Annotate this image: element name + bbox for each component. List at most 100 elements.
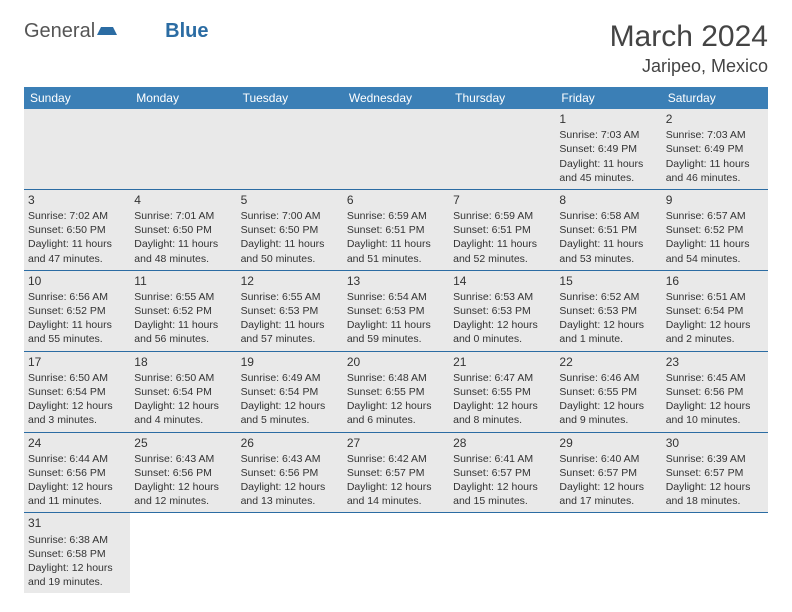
calendar-cell: 1Sunrise: 7:03 AMSunset: 6:49 PMDaylight… [555, 109, 661, 189]
calendar-cell: 28Sunrise: 6:41 AMSunset: 6:57 PMDayligh… [449, 432, 555, 513]
calendar-cell: 3Sunrise: 7:02 AMSunset: 6:50 PMDaylight… [24, 189, 130, 270]
daylight-text: Daylight: 11 hours and 53 minutes. [559, 237, 657, 265]
day-number: 30 [666, 435, 764, 451]
sunset-text: Sunset: 6:50 PM [134, 223, 232, 237]
daylight-text: Daylight: 12 hours and 10 minutes. [666, 399, 764, 427]
sunset-text: Sunset: 6:57 PM [347, 466, 445, 480]
sunset-text: Sunset: 6:53 PM [241, 304, 339, 318]
sunrise-text: Sunrise: 6:57 AM [666, 209, 764, 223]
sunset-text: Sunset: 6:49 PM [666, 142, 764, 156]
sunset-text: Sunset: 6:51 PM [453, 223, 551, 237]
sunrise-text: Sunrise: 6:54 AM [347, 290, 445, 304]
sunrise-text: Sunrise: 6:42 AM [347, 452, 445, 466]
sunset-text: Sunset: 6:53 PM [347, 304, 445, 318]
calendar-cell: 26Sunrise: 6:43 AMSunset: 6:56 PMDayligh… [237, 432, 343, 513]
daylight-text: Daylight: 11 hours and 51 minutes. [347, 237, 445, 265]
calendar-cell: 10Sunrise: 6:56 AMSunset: 6:52 PMDayligh… [24, 270, 130, 351]
sunrise-text: Sunrise: 6:39 AM [666, 452, 764, 466]
sunset-text: Sunset: 6:52 PM [666, 223, 764, 237]
sunset-text: Sunset: 6:58 PM [28, 547, 126, 561]
daylight-text: Daylight: 11 hours and 55 minutes. [28, 318, 126, 346]
sunrise-text: Sunrise: 6:43 AM [241, 452, 339, 466]
calendar-cell [343, 513, 449, 593]
daylight-text: Daylight: 11 hours and 52 minutes. [453, 237, 551, 265]
day-number: 19 [241, 354, 339, 370]
weekday-header-row: SundayMondayTuesdayWednesdayThursdayFrid… [24, 87, 768, 109]
sunrise-text: Sunrise: 6:38 AM [28, 533, 126, 547]
day-number: 20 [347, 354, 445, 370]
daylight-text: Daylight: 12 hours and 14 minutes. [347, 480, 445, 508]
sunset-text: Sunset: 6:54 PM [134, 385, 232, 399]
brand-logo: General Blue [24, 20, 209, 43]
calendar-table: SundayMondayTuesdayWednesdayThursdayFrid… [24, 87, 768, 593]
weekday-header: Friday [555, 87, 661, 109]
sunset-text: Sunset: 6:50 PM [241, 223, 339, 237]
brand-part2: Blue [165, 20, 208, 43]
sunset-text: Sunset: 6:55 PM [453, 385, 551, 399]
day-number: 3 [28, 192, 126, 208]
sunrise-text: Sunrise: 6:59 AM [453, 209, 551, 223]
day-number: 29 [559, 435, 657, 451]
day-number: 26 [241, 435, 339, 451]
sunrise-text: Sunrise: 6:48 AM [347, 371, 445, 385]
calendar-cell: 2Sunrise: 7:03 AMSunset: 6:49 PMDaylight… [662, 109, 768, 189]
day-number: 17 [28, 354, 126, 370]
day-number: 31 [28, 515, 126, 531]
day-number: 11 [134, 273, 232, 289]
daylight-text: Daylight: 12 hours and 3 minutes. [28, 399, 126, 427]
calendar-cell [24, 109, 130, 189]
calendar-week: 3Sunrise: 7:02 AMSunset: 6:50 PMDaylight… [24, 189, 768, 270]
day-number: 9 [666, 192, 764, 208]
daylight-text: Daylight: 12 hours and 9 minutes. [559, 399, 657, 427]
calendar-cell [662, 513, 768, 593]
sunrise-text: Sunrise: 6:55 AM [134, 290, 232, 304]
daylight-text: Daylight: 11 hours and 50 minutes. [241, 237, 339, 265]
daylight-text: Daylight: 12 hours and 13 minutes. [241, 480, 339, 508]
sunrise-text: Sunrise: 7:02 AM [28, 209, 126, 223]
day-number: 22 [559, 354, 657, 370]
sunrise-text: Sunrise: 7:03 AM [559, 128, 657, 142]
sunset-text: Sunset: 6:49 PM [559, 142, 657, 156]
calendar-cell [130, 513, 236, 593]
daylight-text: Daylight: 12 hours and 15 minutes. [453, 480, 551, 508]
daylight-text: Daylight: 11 hours and 48 minutes. [134, 237, 232, 265]
day-number: 28 [453, 435, 551, 451]
sunset-text: Sunset: 6:51 PM [347, 223, 445, 237]
calendar-cell: 24Sunrise: 6:44 AMSunset: 6:56 PMDayligh… [24, 432, 130, 513]
sunset-text: Sunset: 6:57 PM [559, 466, 657, 480]
header: General Blue March 2024 Jaripeo, Mexico [24, 20, 768, 77]
calendar-cell: 12Sunrise: 6:55 AMSunset: 6:53 PMDayligh… [237, 270, 343, 351]
daylight-text: Daylight: 12 hours and 8 minutes. [453, 399, 551, 427]
sunrise-text: Sunrise: 6:56 AM [28, 290, 126, 304]
calendar-cell: 23Sunrise: 6:45 AMSunset: 6:56 PMDayligh… [662, 351, 768, 432]
sunrise-text: Sunrise: 7:00 AM [241, 209, 339, 223]
sunset-text: Sunset: 6:50 PM [28, 223, 126, 237]
location: Jaripeo, Mexico [610, 56, 768, 77]
calendar-cell: 11Sunrise: 6:55 AMSunset: 6:52 PMDayligh… [130, 270, 236, 351]
sunset-text: Sunset: 6:52 PM [134, 304, 232, 318]
brand-part1: General [24, 20, 95, 43]
sunset-text: Sunset: 6:56 PM [666, 385, 764, 399]
daylight-text: Daylight: 11 hours and 57 minutes. [241, 318, 339, 346]
day-number: 10 [28, 273, 126, 289]
weekday-header: Monday [130, 87, 236, 109]
day-number: 1 [559, 111, 657, 127]
sunrise-text: Sunrise: 6:59 AM [347, 209, 445, 223]
calendar-week: 10Sunrise: 6:56 AMSunset: 6:52 PMDayligh… [24, 270, 768, 351]
calendar-cell: 25Sunrise: 6:43 AMSunset: 6:56 PMDayligh… [130, 432, 236, 513]
daylight-text: Daylight: 12 hours and 19 minutes. [28, 561, 126, 589]
day-number: 12 [241, 273, 339, 289]
day-number: 7 [453, 192, 551, 208]
day-number: 16 [666, 273, 764, 289]
sunrise-text: Sunrise: 6:44 AM [28, 452, 126, 466]
daylight-text: Daylight: 11 hours and 54 minutes. [666, 237, 764, 265]
calendar-cell: 7Sunrise: 6:59 AMSunset: 6:51 PMDaylight… [449, 189, 555, 270]
calendar-cell: 9Sunrise: 6:57 AMSunset: 6:52 PMDaylight… [662, 189, 768, 270]
sunset-text: Sunset: 6:56 PM [134, 466, 232, 480]
day-number: 14 [453, 273, 551, 289]
calendar-cell: 4Sunrise: 7:01 AMSunset: 6:50 PMDaylight… [130, 189, 236, 270]
day-number: 25 [134, 435, 232, 451]
calendar-week: 24Sunrise: 6:44 AMSunset: 6:56 PMDayligh… [24, 432, 768, 513]
sunset-text: Sunset: 6:52 PM [28, 304, 126, 318]
calendar-week: 1Sunrise: 7:03 AMSunset: 6:49 PMDaylight… [24, 109, 768, 189]
